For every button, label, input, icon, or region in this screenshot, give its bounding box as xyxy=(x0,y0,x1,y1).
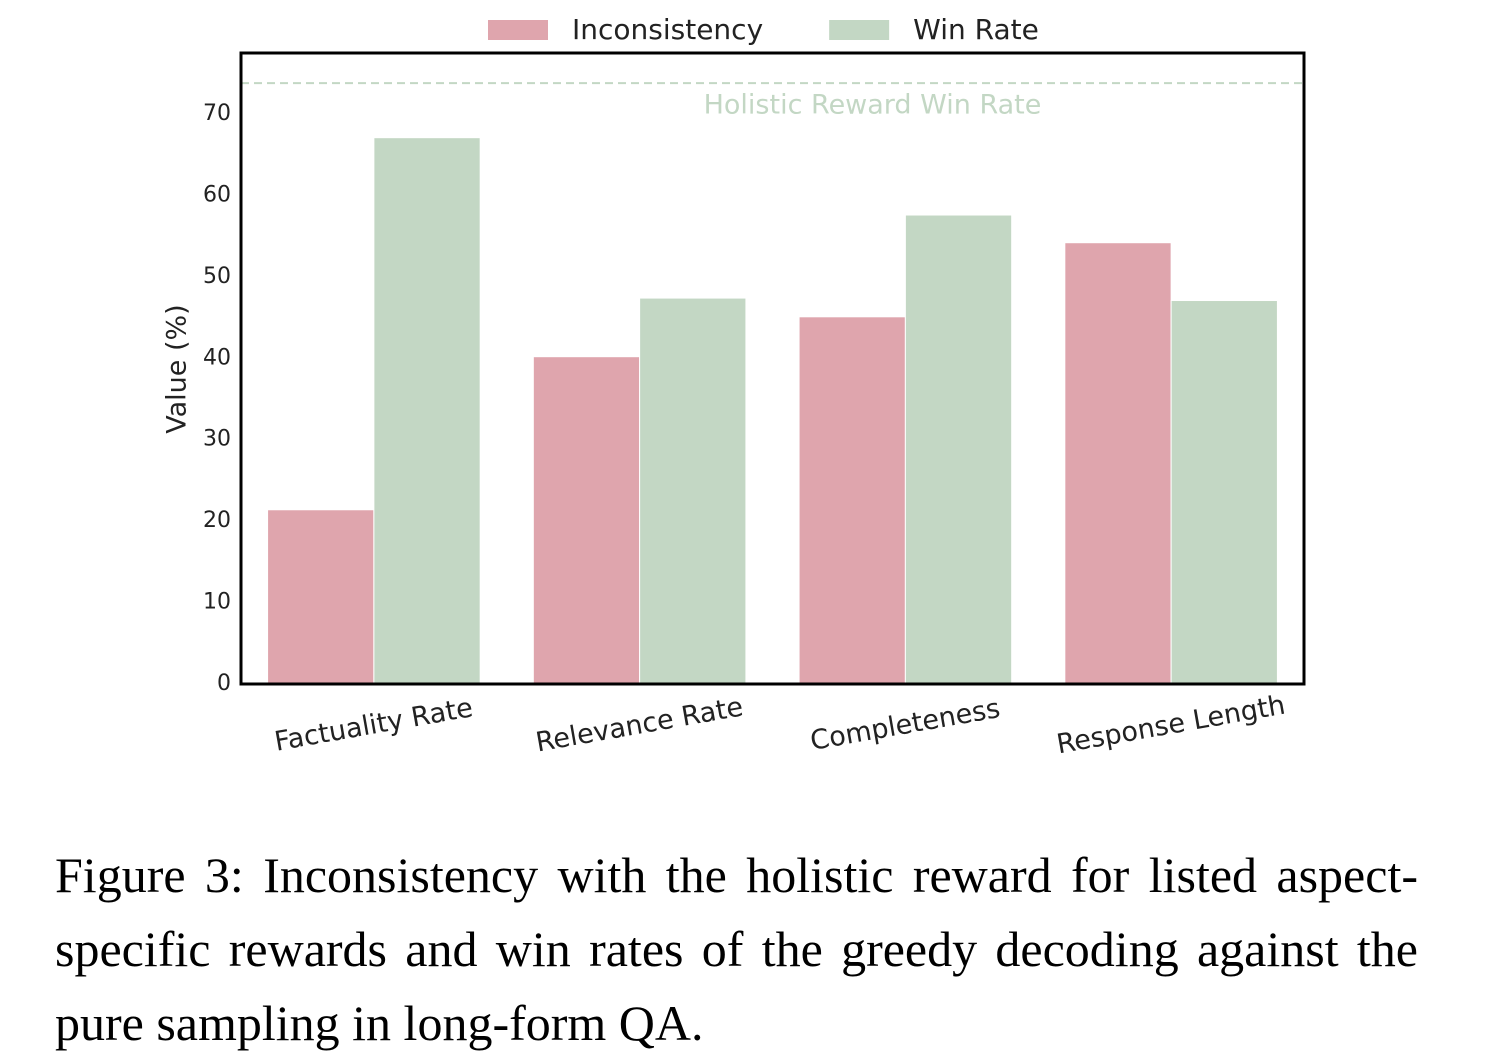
legend-label: Win Rate xyxy=(913,13,1039,46)
bar xyxy=(373,137,481,685)
chart: Value (%) 0 10 20 30 40 50 60 70 Factuality Rate… xyxy=(162,13,1306,761)
x-tick-label: Response Length xyxy=(1054,690,1287,761)
y-tick-label: 30 xyxy=(203,427,231,452)
y-tick-label: 50 xyxy=(203,264,231,289)
y-axis-label: Value (%) xyxy=(162,304,193,433)
reference-label: Holistic Reward Win Rate xyxy=(704,90,1042,121)
caption: Figure 3: Inconsistency with the holisti… xyxy=(55,847,1418,1051)
y-tick-label: 60 xyxy=(203,182,231,207)
x-tick-label: Completeness xyxy=(808,693,1002,757)
bar xyxy=(532,356,641,685)
bar xyxy=(639,297,747,685)
bar xyxy=(1064,242,1172,685)
bar xyxy=(1170,300,1278,685)
bar xyxy=(267,509,375,685)
plot-frame xyxy=(239,51,1306,686)
y-tick-label: 10 xyxy=(203,590,231,615)
legend-label: Inconsistency xyxy=(572,13,763,46)
legend-swatch xyxy=(488,20,548,40)
bar xyxy=(904,214,1013,685)
y-tick-label: 0 xyxy=(217,671,231,696)
legend-swatch xyxy=(829,20,890,40)
x-tick-label: Factuality Rate xyxy=(272,692,475,757)
y-tick-label: 40 xyxy=(203,345,231,370)
y-tick-label: 20 xyxy=(203,508,231,533)
x-tick-label: Relevance Rate xyxy=(533,692,745,759)
y-tick-label: 70 xyxy=(203,101,231,126)
bar xyxy=(798,316,906,685)
